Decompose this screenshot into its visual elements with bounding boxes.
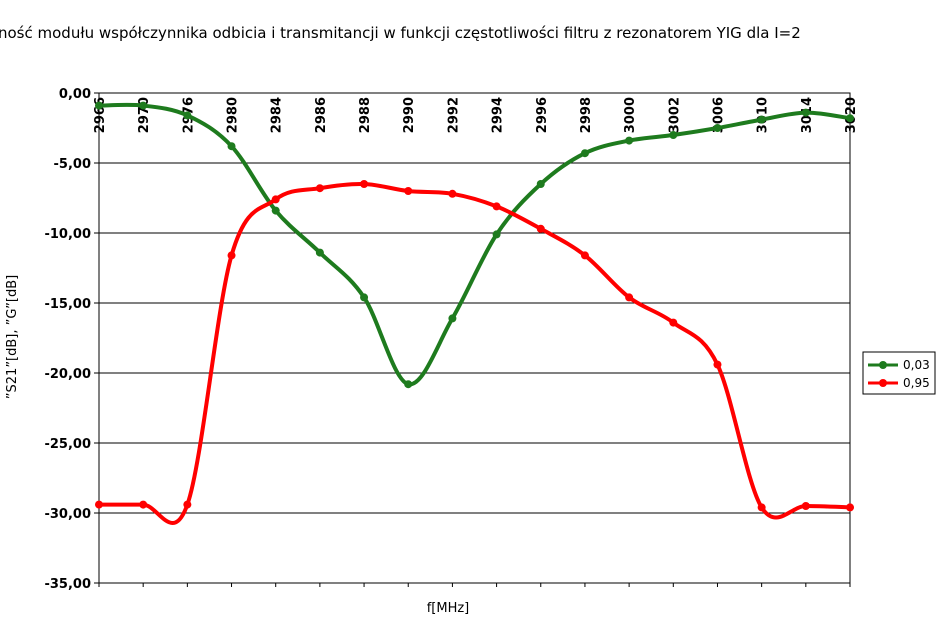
x-tick-label: 2988 (358, 97, 373, 133)
data-point (360, 293, 369, 302)
data-point (846, 503, 854, 512)
legend-marker (879, 379, 887, 387)
data-point (95, 101, 103, 110)
data-point (492, 230, 501, 239)
data-point (669, 318, 678, 327)
data-point (271, 206, 280, 215)
data-point (846, 114, 854, 123)
data-point (801, 108, 810, 117)
data-point (315, 248, 324, 257)
y-tick-label: -15,00 (44, 297, 91, 312)
y-tick-label: -20,00 (44, 367, 91, 382)
legend-item: 0,03 (868, 358, 930, 372)
gridlines (94, 92, 850, 584)
data-point (580, 251, 589, 260)
y-axis-title: ”S21”[dB], ”G”[dB] (5, 275, 20, 399)
x-tick-label: 3002 (667, 97, 682, 133)
chart-title: ność modułu współczynnika odbicia i tran… (0, 24, 801, 42)
x-tick-label: 3010 (756, 97, 771, 133)
x-axis-title: f[MHz] (427, 601, 470, 616)
x-tick-label: 2992 (446, 97, 461, 133)
x-tick-label: 2984 (270, 97, 285, 133)
data-point (492, 202, 501, 211)
data-point (95, 500, 103, 509)
legend-item: 0,95 (868, 376, 930, 390)
data-point (536, 224, 545, 233)
series-layer (95, 101, 854, 525)
data-point (139, 101, 148, 110)
data-point (360, 180, 369, 188)
data-point (625, 293, 634, 302)
data-point (801, 502, 810, 510)
series-0 (95, 101, 854, 389)
y-tick-label: -30,00 (44, 507, 91, 522)
y-tick-label: -25,00 (44, 437, 91, 452)
data-point (315, 184, 324, 193)
series-line (98, 102, 851, 387)
y-tick-label: -5,00 (54, 157, 91, 172)
legend-box (862, 351, 936, 395)
data-point (625, 136, 634, 145)
y-tick-label: -35,00 (44, 577, 91, 592)
legend-label: 0,95 (903, 376, 930, 390)
y-axis-tick-labels: 0,00 -5,00 -10,00 -15,00 -20,00 -25,00 -30,00 -… (44, 87, 91, 592)
series-line (99, 181, 851, 525)
data-point (183, 500, 192, 509)
legend-label: 0,03 (903, 358, 930, 372)
data-point (139, 500, 148, 509)
y-tick-label: 0,00 (59, 87, 91, 102)
x-tick-label: 3000 (623, 97, 638, 133)
x-tick-label: 3006 (711, 97, 726, 133)
data-point (669, 131, 678, 139)
data-point (757, 115, 766, 124)
data-point (271, 195, 280, 204)
data-point (404, 187, 413, 195)
data-point (713, 124, 722, 132)
data-point (227, 142, 236, 151)
data-point (227, 251, 236, 260)
legend-marker (879, 361, 887, 369)
plot-area (98, 92, 851, 584)
y-tick-label: -10,00 (44, 227, 91, 242)
legend: 0,03 0,95 (862, 351, 936, 395)
x-tick-label: 2994 (491, 97, 506, 133)
data-point (757, 503, 766, 512)
data-point (448, 314, 457, 323)
x-tick-label: 2996 (535, 97, 550, 133)
x-tick-label: 2980 (226, 97, 241, 133)
data-point (404, 380, 413, 389)
x-tick-label: 2998 (579, 97, 594, 133)
data-point (580, 149, 589, 158)
data-point (713, 360, 722, 369)
x-tick-label: 2990 (402, 97, 417, 133)
data-point (448, 189, 457, 198)
data-point (536, 180, 545, 188)
x-tick-label: 2986 (314, 97, 329, 133)
series-1 (95, 180, 854, 525)
data-point (183, 111, 192, 120)
